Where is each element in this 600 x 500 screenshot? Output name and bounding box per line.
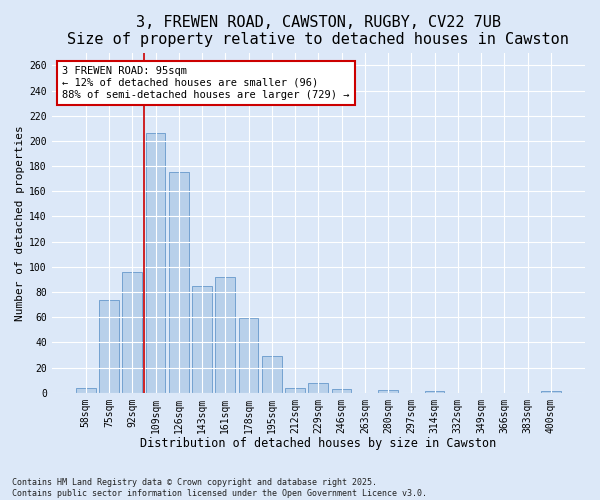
Bar [99,300,119,392]
Bar [308,382,328,392]
Bar [76,388,95,392]
Bar [122,272,142,392]
Bar [285,388,305,392]
Title: 3, FREWEN ROAD, CAWSTON, RUGBY, CV22 7UB
Size of property relative to detached h: 3, FREWEN ROAD, CAWSTON, RUGBY, CV22 7UB… [67,15,569,48]
Bar [215,277,235,392]
Bar [169,172,188,392]
Y-axis label: Number of detached properties: Number of detached properties [15,125,25,320]
Bar [332,389,352,392]
Bar [146,134,166,392]
Text: Contains HM Land Registry data © Crown copyright and database right 2025.
Contai: Contains HM Land Registry data © Crown c… [12,478,427,498]
Bar [192,286,212,393]
Text: 3 FREWEN ROAD: 95sqm
← 12% of detached houses are smaller (96)
88% of semi-detac: 3 FREWEN ROAD: 95sqm ← 12% of detached h… [62,66,350,100]
Bar [239,318,259,392]
Bar [378,390,398,392]
Bar [262,356,282,393]
X-axis label: Distribution of detached houses by size in Cawston: Distribution of detached houses by size … [140,437,496,450]
